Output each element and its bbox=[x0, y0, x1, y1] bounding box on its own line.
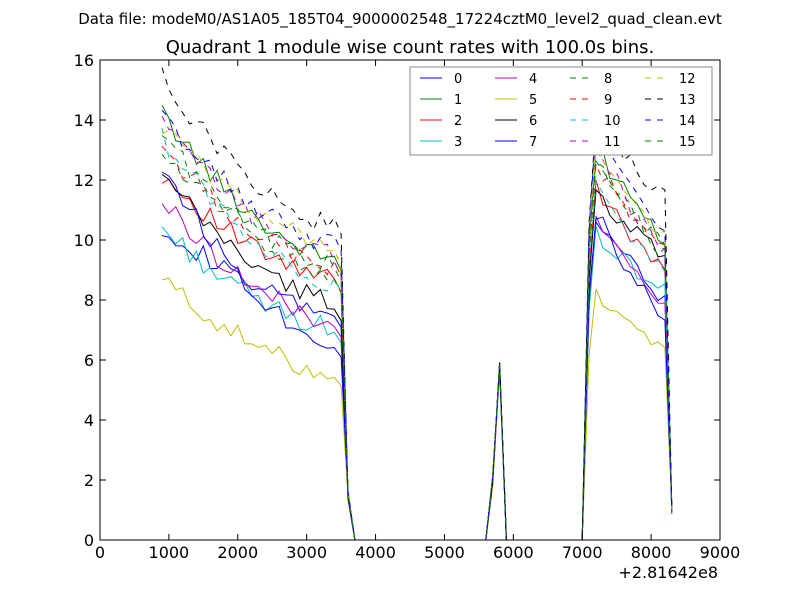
y-tick-label: 4 bbox=[84, 411, 94, 430]
legend-label-8: 8 bbox=[604, 72, 612, 87]
series-line-9 bbox=[161, 145, 673, 540]
series-layer bbox=[161, 67, 673, 540]
legend-label-0: 0 bbox=[454, 72, 462, 87]
series-line-2 bbox=[161, 178, 673, 540]
series-line-15 bbox=[161, 153, 673, 540]
legend-label-13: 13 bbox=[679, 93, 696, 108]
x-tick-label: 8000 bbox=[631, 543, 672, 562]
series-line-6 bbox=[161, 173, 673, 540]
x-tick-label: 5000 bbox=[424, 543, 465, 562]
x-tick-label: 1000 bbox=[149, 543, 190, 562]
series-line-13 bbox=[161, 67, 673, 540]
legend-label-12: 12 bbox=[679, 72, 696, 87]
x-offset-label: +2.81642e8 bbox=[618, 563, 718, 582]
series-line-14 bbox=[161, 110, 673, 540]
legend-label-2: 2 bbox=[454, 114, 462, 129]
legend-label-9: 9 bbox=[604, 93, 612, 108]
legend-label-3: 3 bbox=[454, 135, 462, 150]
chart-title: Quadrant 1 module wise count rates with … bbox=[166, 37, 655, 58]
series-line-8 bbox=[161, 135, 673, 540]
x-tick-label: 4000 bbox=[355, 543, 396, 562]
x-tick-label: 0 bbox=[95, 543, 105, 562]
x-tick-label: 9000 bbox=[700, 543, 741, 562]
legend-label-5: 5 bbox=[529, 93, 537, 108]
series-line-7 bbox=[161, 171, 673, 540]
series-line-5 bbox=[161, 277, 673, 540]
series-line-1 bbox=[161, 104, 673, 540]
legend-label-15: 15 bbox=[679, 135, 696, 150]
legend-box bbox=[409, 66, 713, 156]
series-line-3 bbox=[161, 226, 673, 540]
series-line-12 bbox=[161, 130, 673, 540]
legend-label-1: 1 bbox=[454, 93, 462, 108]
y-tick-label: 16 bbox=[74, 51, 94, 70]
data-file-caption: Data file: modeM0/AS1A05_185T04_90000025… bbox=[78, 10, 722, 29]
x-tick-label: 3000 bbox=[286, 543, 327, 562]
y-tick-label: 6 bbox=[84, 351, 94, 370]
legend-label-6: 6 bbox=[529, 114, 537, 129]
x-tick-label: 7000 bbox=[562, 543, 603, 562]
y-tick-label: 0 bbox=[84, 531, 94, 550]
y-tick-label: 14 bbox=[74, 111, 94, 130]
x-tick-label: 6000 bbox=[493, 543, 534, 562]
legend-label-10: 10 bbox=[604, 114, 621, 129]
axis-layer: 0 1000 2000 3000 4000 5000 6000 7000 8000 9000 0 2 4… bbox=[74, 51, 741, 562]
series-group bbox=[161, 67, 673, 540]
series-line-4 bbox=[161, 203, 673, 540]
y-tick-label: 12 bbox=[74, 171, 94, 190]
legend-label-14: 14 bbox=[679, 114, 696, 129]
legend-label-4: 4 bbox=[529, 72, 537, 87]
legend-label-11: 11 bbox=[604, 135, 621, 150]
x-tick-label: 2000 bbox=[217, 543, 258, 562]
y-tick-label: 10 bbox=[74, 231, 94, 250]
y-tick-label: 8 bbox=[84, 291, 94, 310]
y-tick-label: 2 bbox=[84, 471, 94, 490]
legend-label-7: 7 bbox=[529, 135, 537, 150]
